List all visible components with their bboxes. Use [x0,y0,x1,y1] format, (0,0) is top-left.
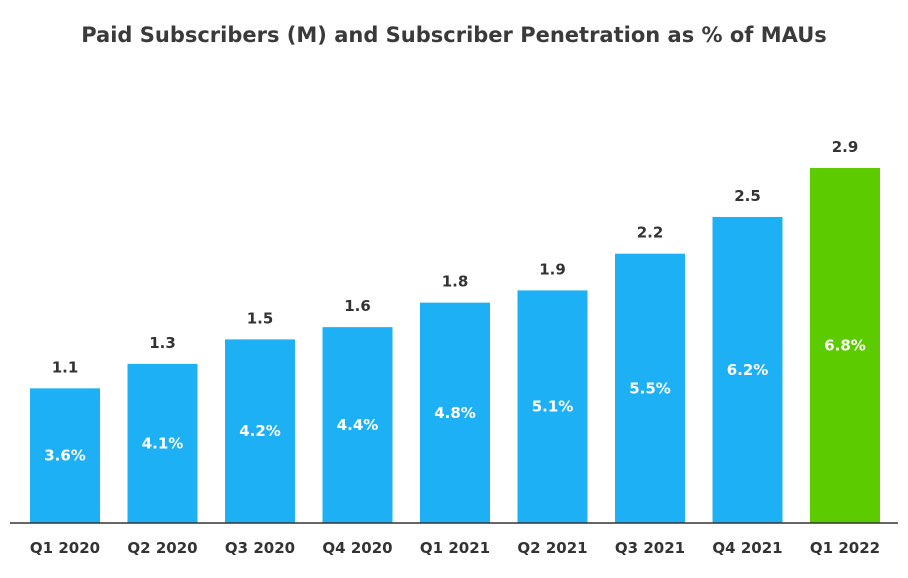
bar-value-label: 1.1 [52,358,79,376]
bar [127,363,198,523]
penetration-label: 3.6% [44,447,86,465]
bar [225,339,295,523]
bar-value-label: 1.3 [149,334,176,352]
x-tick-label: Q2 2021 [517,539,587,557]
x-tick-label: Q3 2021 [615,539,685,557]
bar [30,388,100,523]
bar-value-label: 2.2 [637,224,664,242]
x-tick-label: Q3 2020 [225,539,295,557]
chart-title: Paid Subscribers (M) and Subscriber Pene… [81,23,827,47]
bar-value-label: 1.9 [539,260,566,278]
bar-value-label: 1.6 [344,297,371,315]
penetration-label: 5.5% [629,379,671,397]
bar-value-label: 1.5 [247,309,274,327]
bar-value-label: 1.8 [442,273,469,291]
bar [517,290,588,523]
bar-value-label: 2.9 [832,138,859,156]
bar [615,253,685,524]
x-tick-label: Q1 2020 [30,539,100,557]
bar [810,168,880,523]
bar-group: 1.1 3.6% Q1 2020 1.3 4.1% Q2 2020 1.5 4.2% Q3 20… [30,138,880,557]
x-tick-label: Q4 2021 [712,539,782,557]
bar [712,216,783,523]
penetration-label: 5.1% [532,398,574,416]
penetration-label: 6.2% [727,361,769,379]
penetration-label: 4.8% [434,404,476,422]
bar [420,302,490,523]
x-tick-label: Q2 2020 [127,539,197,557]
bar-value-label: 2.5 [734,187,761,205]
penetration-label: 4.4% [337,416,379,434]
bar [322,327,393,523]
x-tick-label: Q1 2022 [810,539,880,557]
penetration-label: 4.1% [142,434,184,452]
x-tick-label: Q4 2020 [322,539,392,557]
penetration-label: 4.2% [239,422,281,440]
x-tick-label: Q1 2021 [420,539,490,557]
penetration-label: 6.8% [824,337,866,355]
